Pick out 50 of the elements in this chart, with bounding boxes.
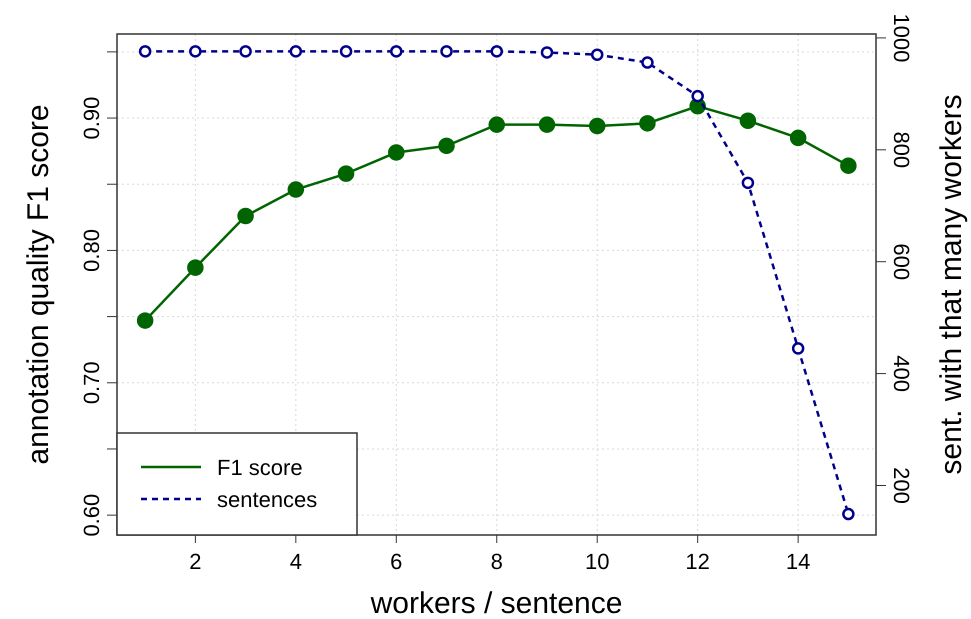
point	[138, 45, 152, 58]
point	[340, 45, 352, 58]
point	[792, 342, 804, 355]
legend-label: F1 score	[217, 455, 303, 480]
point	[540, 46, 554, 59]
x-tick-label: 12	[685, 549, 710, 574]
y2-tick-label: 400	[889, 355, 914, 392]
point	[790, 130, 806, 146]
point	[338, 165, 354, 182]
point	[691, 90, 704, 102]
point	[288, 181, 304, 198]
point	[189, 45, 202, 58]
point	[438, 138, 455, 154]
point	[538, 116, 556, 133]
y2-tick-label: 600	[889, 243, 914, 280]
legend-label: sentences	[217, 487, 318, 512]
x-tick-label: 4	[290, 549, 302, 574]
point	[641, 56, 654, 69]
y2-tick-label: 800	[889, 131, 914, 168]
point	[742, 176, 754, 190]
x-tick-label: 6	[390, 549, 402, 574]
point	[290, 45, 302, 58]
point	[136, 312, 154, 329]
y-tick-label: 0.60	[79, 494, 104, 537]
point	[639, 115, 656, 132]
point	[237, 208, 254, 224]
y-axis-title: annotation quality F1 score	[22, 104, 55, 465]
x-tick-label: 2	[189, 549, 202, 574]
point	[239, 45, 252, 58]
y-tick-label: 0.70	[79, 361, 104, 404]
y2-axis-title: sent. with that many workers	[935, 94, 968, 475]
x-tick-label: 10	[584, 549, 610, 574]
point	[187, 259, 204, 276]
x-tick-label: 14	[786, 549, 810, 574]
point	[590, 48, 604, 61]
point	[488, 116, 505, 133]
point	[840, 157, 857, 174]
point	[740, 112, 756, 129]
x-axis-title: workers / sentence	[370, 587, 622, 619]
y-tick-label: 0.90	[79, 96, 104, 140]
point	[440, 45, 453, 58]
point	[842, 508, 855, 520]
x-tick-label: 8	[490, 549, 503, 574]
y2-tick-label: 1000	[889, 13, 914, 62]
y-tick-label: 0.80	[79, 229, 104, 272]
y2-tick-label: 200	[889, 467, 914, 504]
point	[388, 144, 405, 161]
point	[490, 45, 503, 58]
point	[390, 45, 403, 58]
point	[588, 118, 606, 134]
